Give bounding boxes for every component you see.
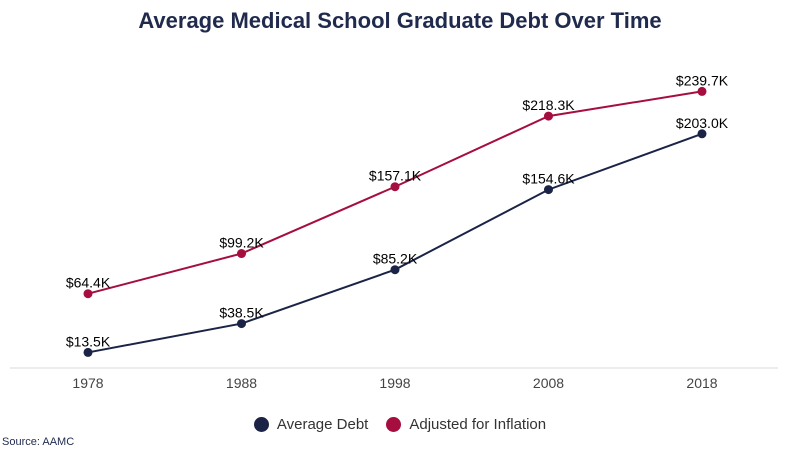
data-point-adjusted-for-inflation-1988[interactable] bbox=[237, 249, 246, 259]
data-point-adjusted-for-inflation-1998[interactable] bbox=[390, 182, 400, 192]
legend-swatch-adjusted-for-inflation bbox=[386, 417, 402, 432]
data-label-average-debt-1978: $13.5K bbox=[66, 333, 111, 349]
x-tick-label-2018: 2018 bbox=[686, 375, 717, 391]
data-point-average-debt-1978[interactable] bbox=[83, 347, 93, 357]
data-point-average-debt-2018[interactable] bbox=[697, 129, 707, 139]
x-tick-label-1998: 1998 bbox=[379, 375, 410, 391]
legend: Average Debt Adjusted for Inflation bbox=[0, 416, 800, 433]
data-label-average-debt-2018: $203.0K bbox=[676, 115, 729, 131]
data-label-adjusted-for-inflation-1998: $157.1K bbox=[369, 168, 422, 184]
x-tick-label-1978: 1978 bbox=[72, 375, 103, 391]
x-tick-label-1988: 1988 bbox=[226, 375, 257, 391]
data-label-average-debt-1998: $85.2K bbox=[373, 251, 418, 267]
data-label-adjusted-for-inflation-1978: $64.4K bbox=[66, 275, 111, 291]
data-point-adjusted-for-inflation-2018[interactable] bbox=[697, 86, 707, 96]
chart-title: Average Medical School Graduate Debt Ove… bbox=[138, 8, 662, 33]
data-point-adjusted-for-inflation-2008[interactable] bbox=[544, 111, 553, 121]
x-axis-ticks: 1978 1988 1998 2008 2018 bbox=[72, 375, 717, 391]
legend-item-average-debt[interactable]: Average Debt bbox=[253, 416, 369, 433]
data-point-average-debt-2008[interactable] bbox=[544, 185, 553, 195]
legend-label-adjusted-for-inflation: Adjusted for Inflation bbox=[409, 416, 547, 433]
series-layer: $13.5K $38.5K $85.2K $154.6K $203.0K $64.4K $9… bbox=[66, 72, 729, 357]
data-label-average-debt-2008: $154.6K bbox=[522, 171, 575, 187]
data-label-adjusted-for-inflation-2018: $239.7K bbox=[676, 72, 729, 88]
legend-label-average-debt: Average Debt bbox=[276, 416, 369, 433]
data-label-adjusted-for-inflation-1988: $99.2K bbox=[219, 235, 264, 251]
data-label-average-debt-1988: $38.5K bbox=[219, 305, 264, 321]
data-label-adjusted-for-inflation-2008: $218.3K bbox=[522, 97, 575, 113]
series-line-average-debt bbox=[87, 132, 703, 354]
legend-item-adjusted-for-inflation[interactable]: Adjusted for Inflation bbox=[386, 416, 546, 433]
data-point-average-debt-1998[interactable] bbox=[390, 265, 400, 275]
data-point-adjusted-for-inflation-1978[interactable] bbox=[83, 289, 93, 299]
source-note: Source: AAMC bbox=[2, 436, 75, 448]
data-point-average-debt-1988[interactable] bbox=[237, 319, 246, 329]
legend-swatch-average-debt bbox=[253, 417, 269, 432]
x-tick-label-2008: 2008 bbox=[533, 375, 564, 391]
